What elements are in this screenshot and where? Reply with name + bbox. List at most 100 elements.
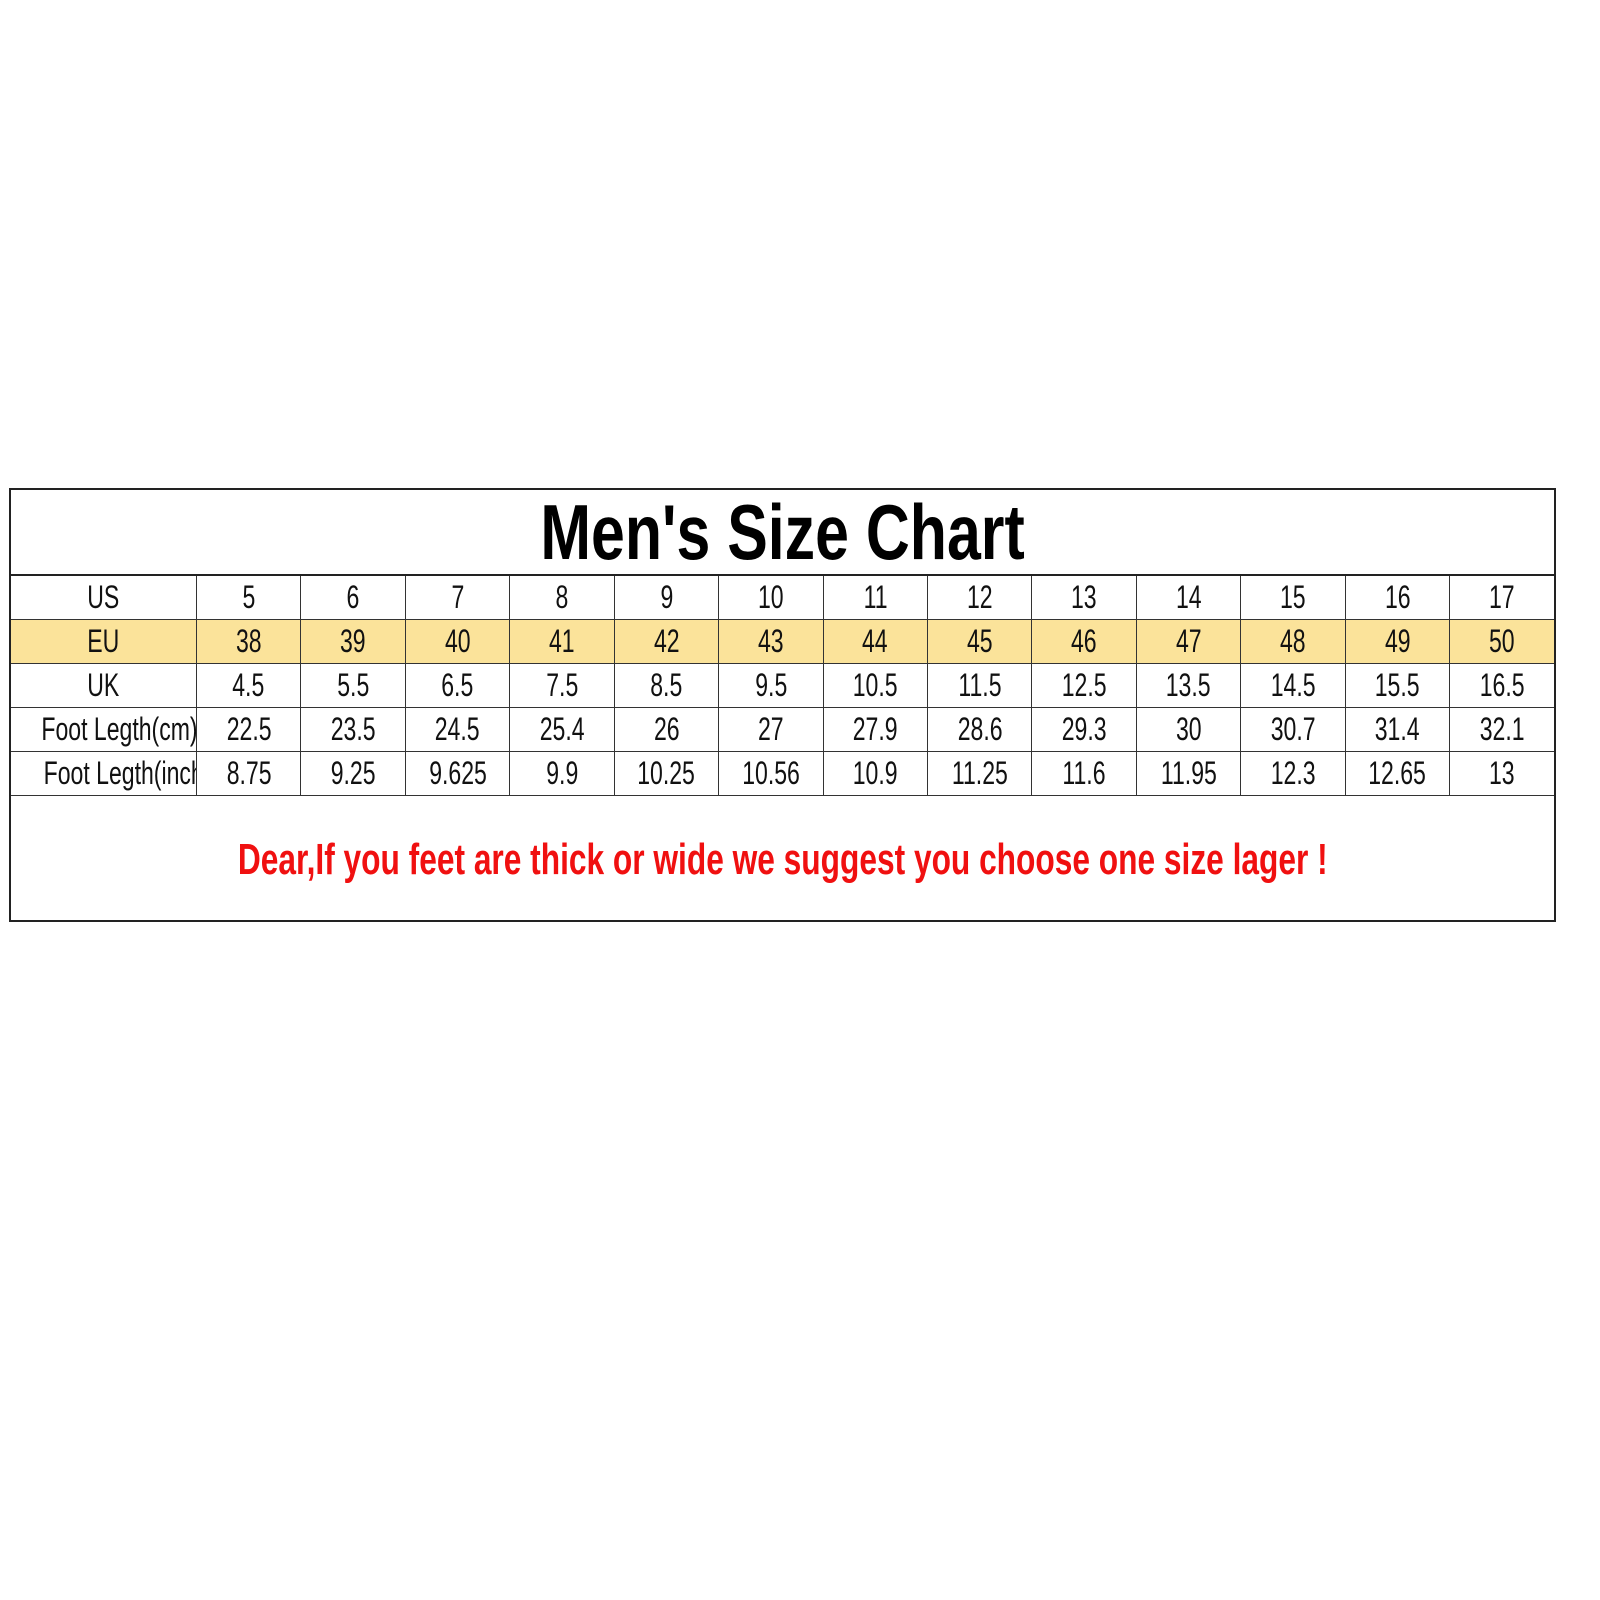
size-cell: 9.625 — [404, 751, 511, 796]
size-cell-text: 24.5 — [435, 711, 480, 747]
size-cell-text: 8 — [555, 579, 569, 615]
size-row-eu: EU 38 39 40 41 42 43 44 45 46 47 48 49 50 — [11, 619, 1554, 664]
size-cell-text: 12.5 — [1061, 667, 1107, 703]
size-cell-text: 28.6 — [957, 711, 1003, 747]
size-cell-text: 11.5 — [958, 667, 1002, 703]
size-cell-text: 14.5 — [1270, 667, 1316, 703]
size-cell: 26 — [613, 707, 720, 752]
size-table: US 5 6 7 8 9 10 11 12 13 14 15 16 17 EU 38 39 40 41 42 43 44 4… — [11, 576, 1554, 796]
size-cell-text: 44 — [862, 623, 889, 659]
size-cell: 41 — [509, 619, 615, 664]
size-cell-text: 23.5 — [330, 711, 376, 747]
size-cell: 30.7 — [1240, 707, 1346, 752]
size-cell: 8 — [509, 576, 615, 620]
size-cell: 27 — [718, 707, 824, 752]
row-label-text: Foot Legth(inch) — [43, 755, 197, 791]
size-cell-text: 47 — [1175, 623, 1202, 659]
size-cell-text: 9.625 — [428, 755, 487, 791]
size-cell-text: 6 — [346, 579, 360, 615]
size-cell-text: 50 — [1489, 623, 1515, 659]
size-cell-text: 15 — [1280, 579, 1306, 615]
size-cell: 17 — [1449, 576, 1554, 620]
size-cell-text: 9.5 — [754, 667, 787, 703]
size-cell: 10.25 — [613, 751, 720, 796]
size-cell-text: 12.65 — [1368, 755, 1427, 791]
size-cell: 50 — [1449, 619, 1554, 664]
row-label-text: UK — [87, 667, 120, 703]
size-cell-text: 30.7 — [1270, 711, 1316, 747]
size-cell: 9.25 — [300, 751, 406, 796]
size-cell-text: 11.6 — [1062, 755, 1106, 791]
size-cell: 45 — [926, 619, 1033, 664]
size-cell-text: 42 — [653, 623, 680, 659]
size-cell: 10.5 — [822, 663, 928, 708]
size-cell: 38 — [195, 619, 302, 664]
size-cell-text: 46 — [1071, 623, 1097, 659]
size-cell-text: 45 — [966, 623, 993, 659]
size-row-foot-legth-cm: Foot Legth(cm) 22.5 23.5 24.5 25.4 26 27 27.9 28… — [11, 707, 1554, 752]
size-cell: 39 — [300, 619, 406, 664]
size-cell: 7.5 — [509, 663, 615, 708]
size-cell-text: 16 — [1384, 579, 1411, 615]
size-cell: 12 — [926, 576, 1033, 620]
size-cell: 11.95 — [1135, 751, 1242, 796]
size-cell-text: 25.4 — [539, 711, 585, 747]
size-cell-text: 48 — [1280, 623, 1306, 659]
note-row: Dear,If you feet are thick or wide we su… — [11, 796, 1554, 924]
size-cell-text: 4.5 — [232, 667, 265, 703]
size-cell: 14.5 — [1240, 663, 1346, 708]
size-row-uk: UK 4.5 5.5 6.5 7.5 8.5 9.5 10.5 11.5 12.5 13.5 14.5… — [11, 663, 1554, 708]
size-cell: 15 — [1240, 576, 1346, 620]
size-cell: 13.5 — [1135, 663, 1242, 708]
size-cell-text: 27 — [757, 711, 784, 747]
size-cell: 12.5 — [1031, 663, 1137, 708]
size-cell: 25.4 — [509, 707, 615, 752]
size-cell: 11 — [822, 576, 928, 620]
size-cell: 5 — [195, 576, 302, 620]
size-cell-text: 7 — [451, 579, 464, 615]
size-cell-text: 10.25 — [637, 755, 696, 791]
size-cell-text: 41 — [549, 623, 575, 659]
size-cell: 9 — [613, 576, 720, 620]
size-cell-text: 8.5 — [650, 667, 683, 703]
size-cell-text: 10.56 — [741, 755, 800, 791]
size-cell: 9.9 — [509, 751, 615, 796]
size-cell: 23.5 — [300, 707, 406, 752]
size-cell: 47 — [1135, 619, 1242, 664]
size-cell: 4.5 — [195, 663, 302, 708]
size-cell-text: 5 — [242, 579, 256, 615]
size-cell-text: 10.9 — [852, 755, 898, 791]
size-cell: 48 — [1240, 619, 1346, 664]
size-cell-text: 30 — [1175, 711, 1202, 747]
size-cell: 10 — [718, 576, 824, 620]
size-cell-text: 11 — [863, 579, 888, 615]
size-cell-text: 10.5 — [852, 667, 898, 703]
size-cell-text: 7.5 — [545, 667, 578, 703]
size-cell: 42 — [613, 619, 720, 664]
size-cell: 9.5 — [718, 663, 824, 708]
size-cell-text: 43 — [757, 623, 784, 659]
size-cell-text: 14 — [1175, 579, 1202, 615]
size-cell: 13 — [1449, 751, 1554, 796]
size-cell: 11.25 — [926, 751, 1033, 796]
size-cell-text: 13 — [1071, 579, 1097, 615]
size-cell: 28.6 — [926, 707, 1033, 752]
chart-title-row: Men's Size Chart — [11, 487, 1554, 576]
size-cell: 15.5 — [1344, 663, 1451, 708]
size-cell-text: 49 — [1384, 623, 1411, 659]
size-cell: 14 — [1135, 576, 1242, 620]
size-cell: 30 — [1135, 707, 1242, 752]
size-cell-text: 11.95 — [1160, 755, 1217, 791]
size-cell: 13 — [1031, 576, 1137, 620]
size-cell: 8.75 — [195, 751, 302, 796]
size-cell: 16 — [1344, 576, 1451, 620]
size-cell: 40 — [404, 619, 511, 664]
row-label: US — [11, 576, 197, 620]
size-cell-text: 8.75 — [226, 755, 272, 791]
row-label: Foot Legth(cm) — [11, 707, 197, 752]
size-cell-text: 15.5 — [1374, 667, 1420, 703]
row-label: UK — [11, 663, 197, 708]
size-cell-text: 9 — [659, 579, 673, 615]
size-cell-text: 17 — [1489, 579, 1515, 615]
chart-title: Men's Size Chart — [540, 487, 1025, 576]
